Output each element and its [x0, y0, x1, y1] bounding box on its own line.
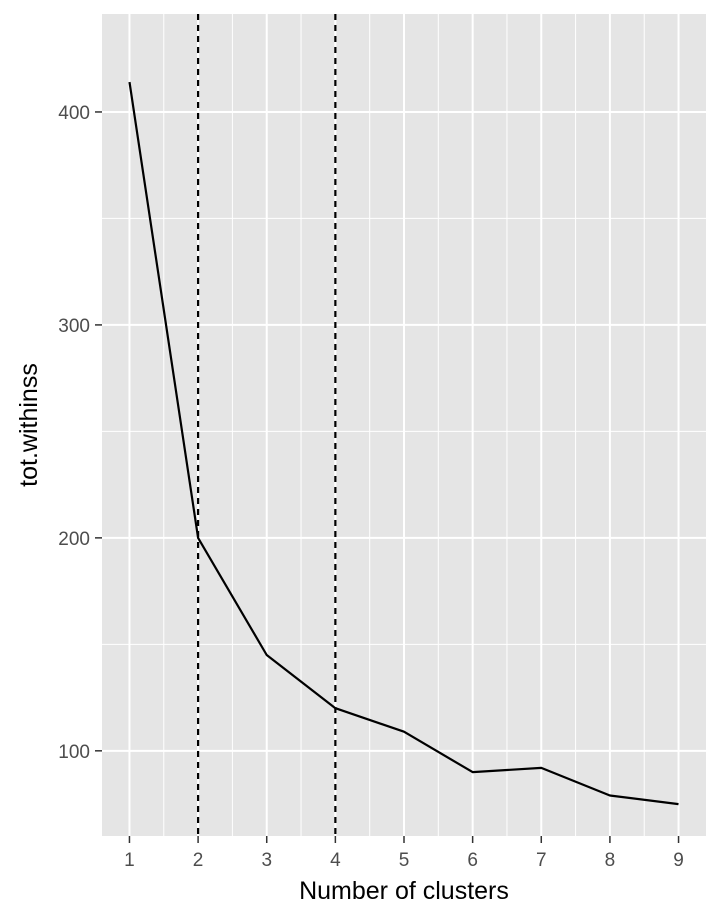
- x-tick-label: 1: [124, 850, 135, 871]
- x-axis-ticks: 1 2 3 4 5 6 7 8 9: [124, 836, 684, 871]
- y-axis-title: tot.withinss: [15, 363, 43, 487]
- x-tick-label: 2: [193, 850, 204, 871]
- y-tick-label: 400: [58, 103, 90, 124]
- x-tick-label: 4: [330, 850, 341, 871]
- y-tick-label: 300: [58, 316, 90, 337]
- y-tick-label: 200: [58, 529, 90, 550]
- x-tick-label: 6: [467, 850, 478, 871]
- x-axis-title: Number of clusters: [299, 877, 509, 905]
- reference-lines: [196, 14, 337, 836]
- y-axis-ticks: 100 200 300 400: [58, 103, 102, 763]
- x-tick-label: 9: [673, 850, 684, 871]
- x-tick-label: 7: [536, 850, 547, 871]
- x-tick-label: 5: [399, 850, 410, 871]
- x-tick-label: 8: [605, 850, 616, 871]
- y-tick-label: 100: [58, 742, 90, 763]
- series-line: [128, 81, 679, 806]
- x-tick-label: 3: [261, 850, 272, 871]
